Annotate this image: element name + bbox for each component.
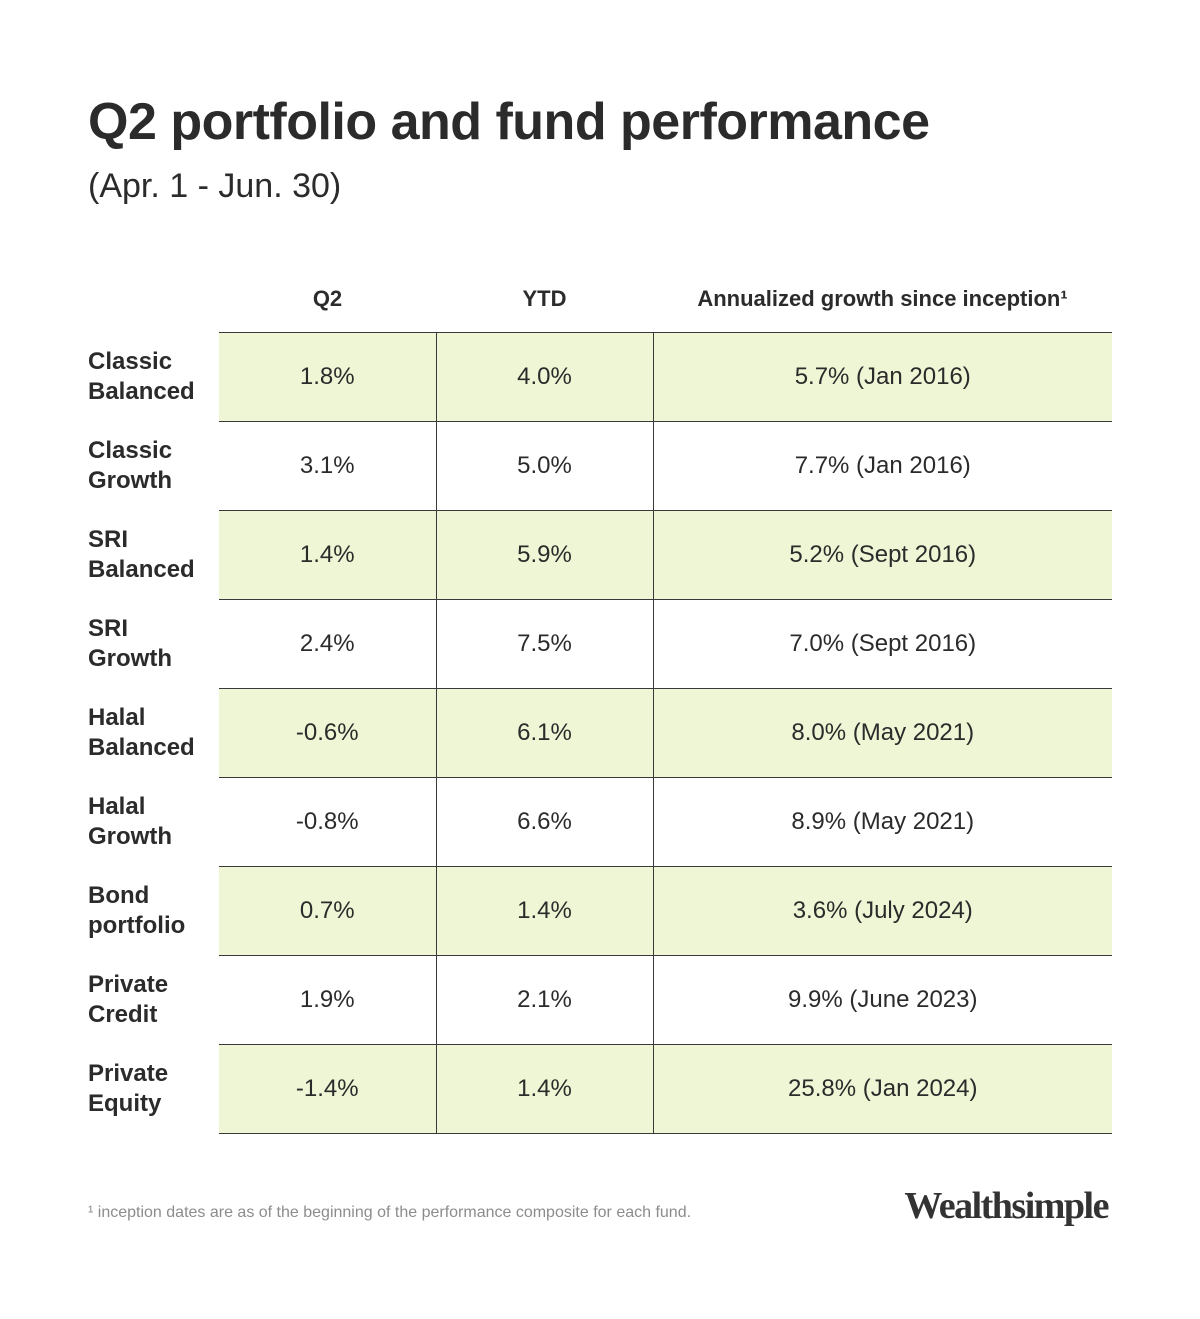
q2-value: 0.7% [219,866,437,956]
ytd-value: 1.4% [436,866,654,956]
row-label: Private Credit [88,956,219,1045]
q2-value: -1.4% [219,1044,437,1134]
annualized-value: 8.9% (May 2021) [653,777,1112,867]
ytd-value: 5.9% [436,510,654,600]
row-label: Private Equity [88,1045,219,1134]
date-range-subtitle: (Apr. 1 - Jun. 30) [88,167,342,205]
row-label: Halal Growth [88,778,219,867]
q2-value: -0.8% [219,777,437,867]
page-title: Q2 portfolio and fund performance [88,93,930,151]
annualized-value: 8.0% (May 2021) [653,688,1112,778]
ytd-value: 5.0% [436,421,654,511]
annualized-value: 5.2% (Sept 2016) [653,510,1112,600]
table-row: Classic Balanced 1.8% 4.0% 5.7% (Jan 2016… [88,332,1112,422]
row-label-line1: Private [88,971,169,998]
row-label-line1: Halal [88,704,146,731]
row-label-line2: Equity [88,1090,162,1117]
row-label: Bond portfolio [88,867,219,956]
annualized-value: 5.7% (Jan 2016) [653,332,1112,422]
annualized-value: 3.6% (July 2024) [653,866,1112,956]
ytd-value: 6.6% [436,777,654,867]
row-label-line1: SRI [88,526,129,553]
ytd-value: 4.0% [436,332,654,422]
row-label: SRI Growth [88,600,219,689]
row-label-line2: Balanced [88,734,195,761]
table-row: Halal Balanced -0.6% 6.1% 8.0% (May 2021) [88,688,1112,778]
row-label-line1: Classic [88,348,173,375]
ytd-value: 6.1% [436,688,654,778]
table-row: Classic Growth 3.1% 5.0% 7.7% (Jan 2016) [88,421,1112,511]
table-row: Private Equity -1.4% 1.4% 25.8% (Jan 2024… [88,1044,1112,1134]
row-label-line2: Balanced [88,378,195,405]
wealthsimple-logo: Wealthsimple [904,1185,1109,1227]
table-row: SRI Balanced 1.4% 5.9% 5.2% (Sept 2016) [88,510,1112,600]
column-header-ytd: YTD [522,286,567,311]
column-header-q2: Q2 [312,286,343,311]
table-header-row: Q2 YTD Annualized growth since inception… [88,272,1112,333]
column-header-annualized: Annualized growth since inception¹ [697,286,1068,311]
row-label-line1: Halal [88,793,146,820]
annualized-value: 25.8% (Jan 2024) [653,1044,1112,1134]
row-label-line2: Growth [88,467,172,494]
ytd-value: 7.5% [436,599,654,689]
footnote: ¹ inception dates are as of the beginnin… [88,1204,692,1221]
q2-value: 1.8% [219,332,437,422]
row-label-line1: Private [88,1060,169,1087]
row-label-line1: SRI [88,615,129,642]
performance-table: Q2 YTD Annualized growth since inception… [88,272,1112,1134]
row-label-line2: Credit [88,1001,158,1028]
row-label-line2: Balanced [88,556,195,583]
row-label: Halal Balanced [88,689,219,778]
annualized-value: 9.9% (June 2023) [653,955,1112,1045]
table-row: Bond portfolio 0.7% 1.4% 3.6% (July 2024) [88,866,1112,956]
ytd-value: 2.1% [436,955,654,1045]
q2-value: 1.9% [219,955,437,1045]
row-label: Classic Growth [88,422,219,511]
q2-value: 2.4% [219,599,437,689]
table-row: Private Credit 1.9% 2.1% 9.9% (June 2023) [88,955,1112,1045]
row-label-line1: Classic [88,437,173,464]
ytd-value: 1.4% [436,1044,654,1134]
table-row: SRI Growth 2.4% 7.5% 7.0% (Sept 2016) [88,599,1112,689]
q2-value: 3.1% [219,421,437,511]
q2-value: 1.4% [219,510,437,600]
q2-value: -0.6% [219,688,437,778]
table-row: Halal Growth -0.8% 6.6% 8.9% (May 2021) [88,777,1112,867]
table-corner-cell [88,272,219,333]
annualized-value: 7.0% (Sept 2016) [653,599,1112,689]
row-label: Classic Balanced [88,333,219,422]
row-label: SRI Balanced [88,511,219,600]
row-label-line2: Growth [88,823,172,850]
annualized-value: 7.7% (Jan 2016) [653,421,1112,511]
row-label-line2: Growth [88,645,172,672]
row-label-line2: portfolio [88,912,186,939]
row-label-line1: Bond [88,882,150,909]
